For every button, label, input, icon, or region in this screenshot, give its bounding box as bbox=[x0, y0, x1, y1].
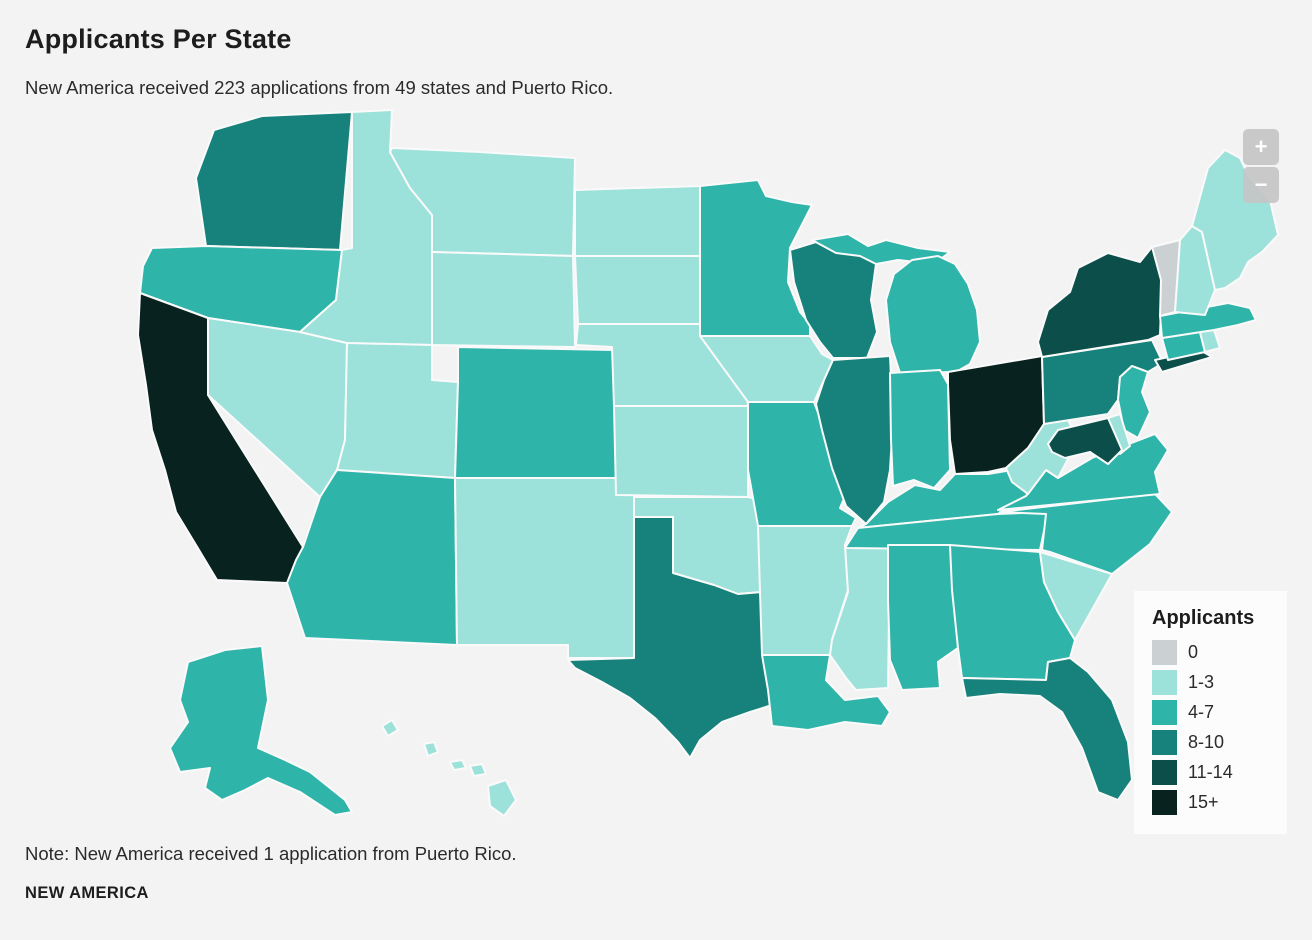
state-hi[interactable]: Hawaii: 1-3 bbox=[469, 763, 487, 777]
state-az[interactable]: Arizona: 4-7 bbox=[286, 469, 458, 646]
state-hi[interactable]: Hawaii: 1-3 bbox=[487, 779, 517, 817]
legend-swatch-4 bbox=[1152, 760, 1177, 785]
state-ut[interactable]: Utah: 1-3 bbox=[336, 342, 459, 479]
legend-item-4-7: 4-7 bbox=[1152, 700, 1287, 725]
legend-swatch-1 bbox=[1152, 670, 1177, 695]
state-md[interactable]: Maryland: 11-14 bbox=[1047, 417, 1123, 465]
state-vt[interactable]: Vermont: 0 bbox=[1151, 239, 1181, 317]
state-mi[interactable]: Michigan: 4-7 bbox=[885, 255, 981, 374]
state-ny[interactable]: New York: 11-14 bbox=[1037, 246, 1164, 358]
legend-label: 1-3 bbox=[1188, 672, 1215, 692]
state-hi[interactable]: Hawaii: 1-3 bbox=[423, 741, 439, 757]
state-ks[interactable]: Kansas: 1-3 bbox=[613, 405, 749, 498]
brand-logo: NEW AMERICA bbox=[25, 884, 149, 902]
state-al[interactable]: Alabama: 4-7 bbox=[887, 544, 959, 691]
legend-label: 11-14 bbox=[1188, 762, 1233, 782]
legend-item-15+: 15+ bbox=[1152, 790, 1287, 815]
state-nj[interactable]: New Jersey: 4-7 bbox=[1117, 365, 1151, 439]
legend-swatch-2 bbox=[1152, 700, 1177, 725]
state-la[interactable]: Louisiana: 4-7 bbox=[761, 654, 891, 731]
state-nc[interactable]: North Carolina: 4-7 bbox=[999, 493, 1173, 575]
legend-item-1-3: 1-3 bbox=[1152, 670, 1287, 695]
state-wa[interactable]: Washington: 8-10 bbox=[195, 111, 353, 251]
legend: Applicants 0 1-3 4-7 8-10 11-14 15+ bbox=[1134, 591, 1287, 834]
zoom-in-button[interactable]: + bbox=[1243, 129, 1279, 165]
legend-title: Applicants bbox=[1152, 607, 1255, 629]
state-fl[interactable]: Florida: 8-10 bbox=[961, 657, 1133, 801]
state-hi[interactable]: Hawaii: 1-3 bbox=[381, 719, 399, 737]
state-nd[interactable]: North Dakota: 1-3 bbox=[574, 185, 706, 257]
state-co[interactable]: Colorado: 4-7 bbox=[454, 346, 617, 479]
page-subtitle: New America received 223 applications fr… bbox=[25, 77, 614, 98]
legend-swatch-0 bbox=[1152, 640, 1177, 665]
legend-label: 0 bbox=[1188, 642, 1199, 662]
state-sd[interactable]: South Dakota: 1-3 bbox=[574, 255, 713, 325]
state-ca[interactable]: California: 15+ bbox=[137, 292, 304, 584]
legend-item-0: 0 bbox=[1152, 640, 1287, 665]
state-in[interactable]: Indiana: 4-7 bbox=[889, 369, 951, 489]
legend-swatch-5 bbox=[1152, 790, 1177, 815]
state-nm[interactable]: New Mexico: 1-3 bbox=[454, 477, 635, 659]
state-ak[interactable]: Alaska: 4-7 bbox=[169, 645, 353, 816]
map-note: Note: New America received 1 application… bbox=[25, 843, 517, 864]
state-wy[interactable]: Wyoming: 1-3 bbox=[431, 251, 576, 348]
legend-label: 8-10 bbox=[1188, 732, 1225, 752]
legend-item-11-14: 11-14 bbox=[1152, 760, 1287, 785]
page-title: Applicants Per State bbox=[25, 24, 292, 54]
legend-label: 4-7 bbox=[1188, 702, 1215, 722]
legend-label: 15+ bbox=[1188, 792, 1219, 812]
state-tx[interactable]: Texas: 8-10 bbox=[567, 516, 773, 759]
legend-item-8-10: 8-10 bbox=[1152, 730, 1287, 755]
legend-swatch-3 bbox=[1152, 730, 1177, 755]
state-hi[interactable]: Hawaii: 1-3 bbox=[449, 759, 467, 771]
zoom-out-button[interactable]: − bbox=[1243, 167, 1279, 203]
